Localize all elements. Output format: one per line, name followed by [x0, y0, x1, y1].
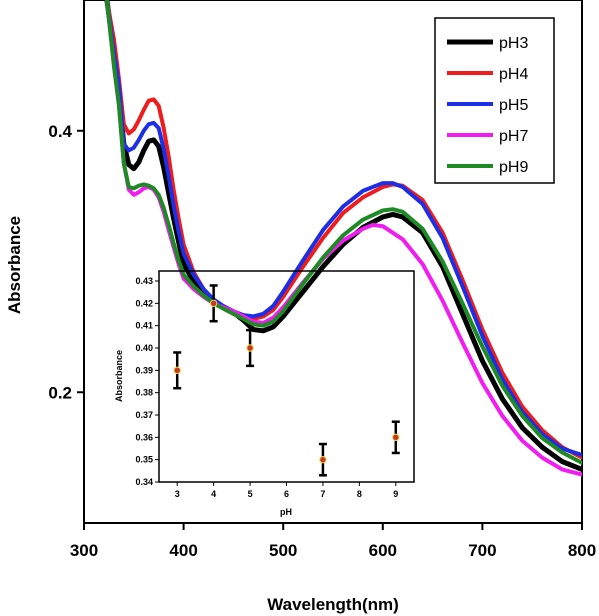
inset-x-tick-label: 7: [320, 489, 325, 499]
legend-box: [434, 17, 555, 184]
inset-y-tick-label: 0.39: [135, 365, 153, 375]
inset-y-tick-label: 0.36: [135, 432, 153, 442]
inset-x-tick-label: 6: [284, 489, 289, 499]
inset-x-tick-label: 8: [357, 489, 362, 499]
main-x-tick-label: 400: [169, 541, 197, 560]
inset-x-tick-label: 3: [175, 489, 180, 499]
legend-label-ph3: pH3: [499, 35, 528, 52]
inset-y-axis-title: Absorbance: [114, 350, 124, 402]
inset-x-ticks: 3 4 5 6 7 8 9: [175, 482, 398, 499]
inset-y-tick-label: 0.38: [135, 388, 153, 398]
series-line-ph7: [104, 0, 582, 477]
inset-y-tick-label: 0.37: [135, 410, 153, 420]
main-y-axis-title: Absorbance: [5, 216, 24, 314]
inset-point-marker: [173, 366, 181, 375]
main-y-ticks: 0.2 0.4: [48, 122, 84, 402]
main-x-tick-label: 800: [568, 541, 596, 560]
inset-y-tick-label: 0.35: [135, 455, 153, 465]
inset-data-point: [173, 351, 182, 390]
inset-point-marker: [209, 299, 218, 308]
inset-points-group: [173, 284, 400, 477]
series-line-ph9: [104, 0, 582, 465]
inset-point-marker: [246, 344, 254, 352]
inset-y-ticks: 0.34 0.35 0.36 0.37 0.38 0.39 0.40 0.41 0.42 0.43: [135, 276, 159, 487]
main-x-tick-label: 700: [468, 541, 496, 560]
inset-y-tick-label: 0.43: [135, 276, 153, 286]
inset-point-marker: [392, 433, 400, 442]
inset-x-tick-label: 5: [248, 489, 253, 499]
inset-data-point: [318, 442, 327, 477]
inset-y-tick-label: 0.34: [135, 477, 153, 487]
inset-x-tick-label: 4: [211, 489, 216, 499]
inset-x-tick-label: 9: [393, 489, 398, 499]
main-plot-frame: [83, 0, 583, 524]
legend-label-ph4: pH4: [499, 66, 528, 83]
main-y-tick-label: 0.2: [48, 383, 72, 402]
inset-x-axis-title: pH: [280, 507, 292, 517]
inset-point-marker: [319, 455, 327, 464]
main-x-tick-label: 600: [369, 541, 397, 560]
legend: pH3 pH4 pH5 pH7 pH9: [447, 35, 528, 176]
legend-label-ph5: pH5: [499, 97, 528, 114]
main-series-group: [104, 0, 582, 477]
main-x-tick-label: 300: [70, 541, 98, 560]
inset-y-tick-label: 0.41: [135, 321, 153, 331]
inset-y-tick-label: 0.40: [135, 343, 153, 353]
inset-y-tick-label: 0.42: [135, 298, 153, 308]
main-x-axis-title: Wavelength(nm): [267, 595, 399, 614]
inset-data-point: [209, 284, 218, 323]
main-x-ticks: 300 400 500 600 700 800: [70, 523, 596, 560]
legend-label-ph9: pH9: [499, 159, 528, 176]
main-x-tick-label: 500: [269, 541, 297, 560]
inset-data-point: [391, 420, 400, 455]
legend-label-ph7: pH7: [499, 128, 528, 145]
main-y-tick-label: 0.4: [48, 122, 72, 141]
inset-data-point: [246, 328, 255, 368]
